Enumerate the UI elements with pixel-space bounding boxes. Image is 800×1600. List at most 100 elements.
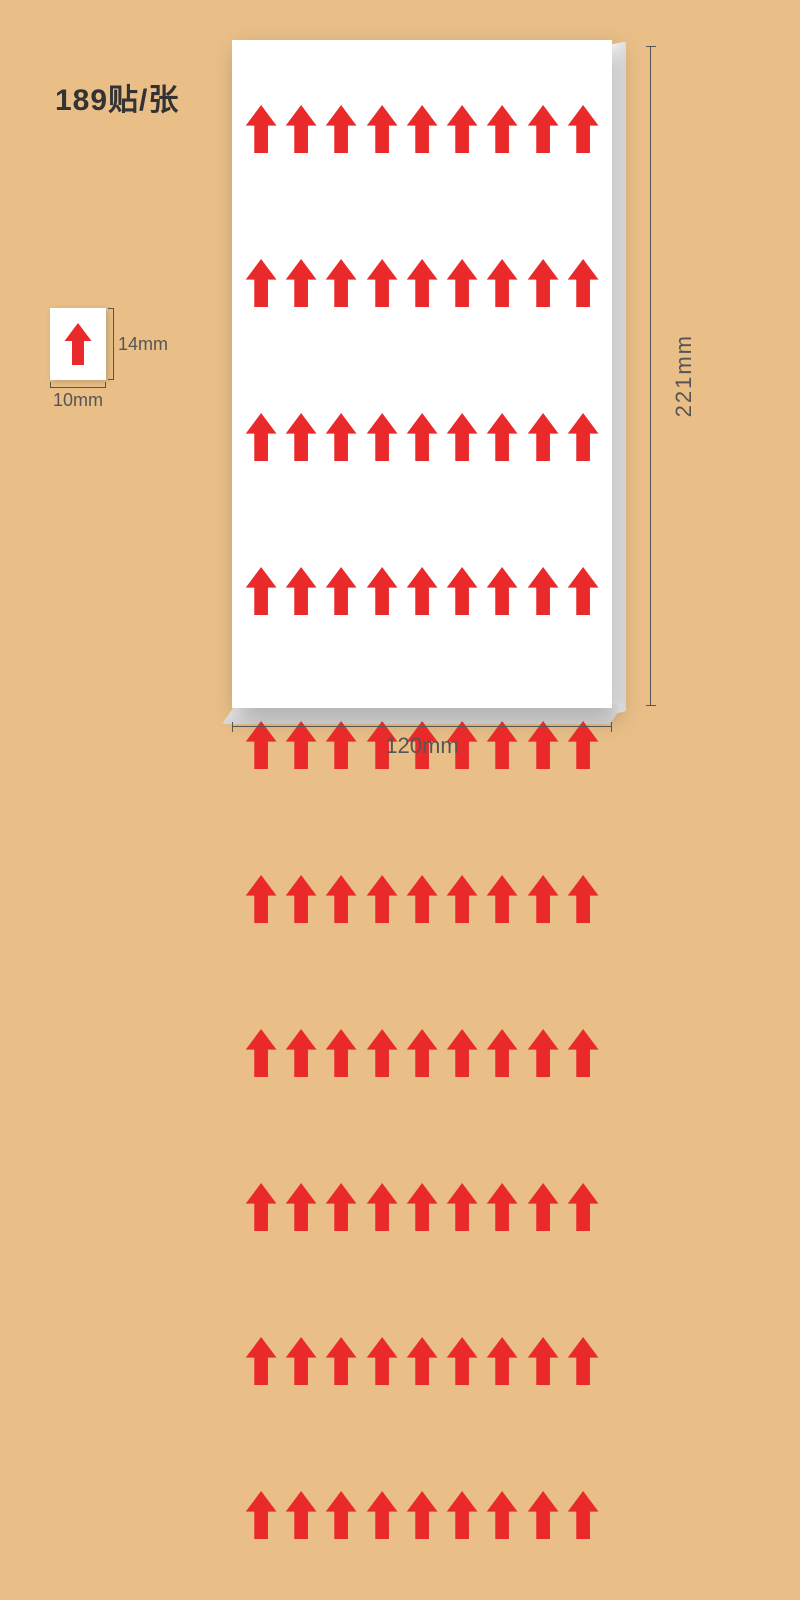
sample-height-dimension: 14mm: [108, 308, 168, 380]
sticker-cell: [284, 1132, 318, 1282]
arrow-icon: [244, 1132, 278, 1282]
arrow-icon: [485, 824, 519, 974]
arrow-icon: [324, 1132, 358, 1282]
sticker-cell: [365, 362, 399, 512]
sticker-cell: [445, 1286, 479, 1436]
sticker-cell: [526, 1440, 560, 1590]
arrow-icon: [526, 1440, 560, 1590]
sticker-cell: [244, 362, 278, 512]
sticker-cell: [445, 208, 479, 358]
sticker-cell: [566, 1286, 600, 1436]
arrow-icon: [324, 1440, 358, 1590]
arrow-icon: [63, 321, 93, 367]
arrow-icon: [284, 1594, 318, 1600]
arrow-icon: [405, 1594, 439, 1600]
sticker-cell: [485, 208, 519, 358]
sticker-cell: [526, 824, 560, 974]
sticker-cell: [405, 208, 439, 358]
arrow-icon: [566, 516, 600, 666]
arrow-icon: [324, 516, 358, 666]
arrow-icon: [405, 978, 439, 1128]
arrow-icon: [365, 208, 399, 358]
arrow-icon: [405, 1440, 439, 1590]
arrow-icon: [445, 1286, 479, 1436]
sticker-cell: [405, 516, 439, 666]
sticker-cell: [244, 54, 278, 204]
arrow-icon: [244, 1594, 278, 1600]
arrow-icon: [365, 54, 399, 204]
arrow-icon: [526, 1132, 560, 1282]
sheet-height-dimension: 221mm: [650, 46, 697, 706]
sticker-cell: [526, 1132, 560, 1282]
sticker-cell: [405, 54, 439, 204]
sticker-cell: [244, 1440, 278, 1590]
arrow-icon: [324, 1594, 358, 1600]
sticker-cell: [244, 1286, 278, 1436]
sticker-cell: [566, 1594, 600, 1600]
sticker-cell: [284, 362, 318, 512]
sticker-cell: [365, 1440, 399, 1590]
arrow-icon: [445, 1440, 479, 1590]
sticker-cell: [485, 362, 519, 512]
arrow-icon: [405, 54, 439, 204]
sticker-cell: [485, 1132, 519, 1282]
arrow-icon: [284, 978, 318, 1128]
arrow-icon: [526, 362, 560, 512]
sticker-cell: [284, 54, 318, 204]
arrow-icon: [526, 1594, 560, 1600]
sticker-cell: [324, 978, 358, 1128]
arrow-icon: [445, 208, 479, 358]
arrow-icon: [284, 1440, 318, 1590]
arrow-icon: [566, 824, 600, 974]
sticker-cell: [365, 824, 399, 974]
sticker-cell: [526, 1594, 560, 1600]
arrow-icon: [324, 362, 358, 512]
sticker-cell: [526, 208, 560, 358]
sticker-cell: [566, 1132, 600, 1282]
arrow-icon: [485, 516, 519, 666]
sticker-cell: [566, 54, 600, 204]
arrow-icon: [244, 362, 278, 512]
arrow-icon: [244, 1440, 278, 1590]
sticker-cell: [566, 824, 600, 974]
arrow-icon: [244, 824, 278, 974]
sticker-cell: [445, 1440, 479, 1590]
sticker-cell: [405, 824, 439, 974]
sticker-cell: [485, 54, 519, 204]
arrow-icon: [485, 978, 519, 1128]
sticker-cell: [526, 54, 560, 204]
arrow-icon: [485, 1594, 519, 1600]
sticker-cell: [405, 978, 439, 1128]
sticker-cell: [566, 516, 600, 666]
arrow-icon: [526, 54, 560, 204]
arrow-icon: [405, 208, 439, 358]
sticker-cell: [244, 1132, 278, 1282]
sticker-cell: [445, 54, 479, 204]
arrow-icon: [244, 516, 278, 666]
sticker-cell: [445, 1132, 479, 1282]
sticker-cell: [566, 978, 600, 1128]
arrow-icon: [566, 362, 600, 512]
arrow-icon: [244, 978, 278, 1128]
arrow-icon: [284, 1286, 318, 1436]
arrow-icon: [244, 54, 278, 204]
sticker-cell: [405, 1440, 439, 1590]
arrow-icon: [365, 1132, 399, 1282]
arrow-icon: [566, 1286, 600, 1436]
sticker-cell: [324, 824, 358, 974]
arrow-icon: [445, 362, 479, 512]
sticker-cell: [324, 1132, 358, 1282]
sheet-width-dimension: 120mm: [232, 726, 612, 759]
arrow-icon: [566, 1440, 600, 1590]
sticker-cell: [284, 208, 318, 358]
sticker-cell: [244, 978, 278, 1128]
sticker-cell: [365, 1594, 399, 1600]
arrow-icon: [365, 1594, 399, 1600]
sticker-cell: [244, 824, 278, 974]
sticker-cell: [324, 208, 358, 358]
sticker-cell: [284, 1440, 318, 1590]
sticker-cell: [284, 1286, 318, 1436]
arrow-icon: [445, 824, 479, 974]
sticker-cell: [244, 516, 278, 666]
arrow-icon: [284, 824, 318, 974]
